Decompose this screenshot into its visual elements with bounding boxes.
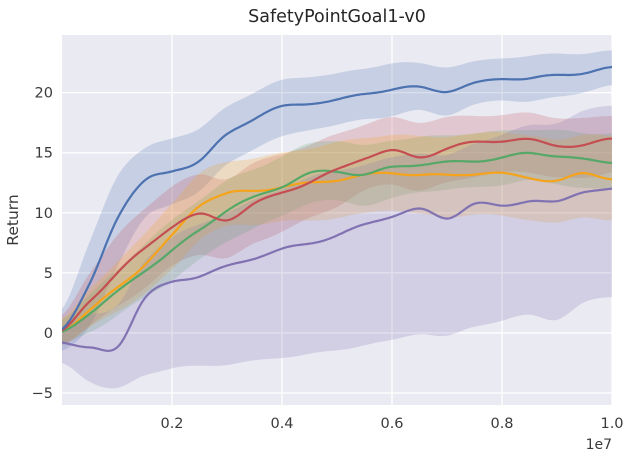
series-lines (62, 65, 612, 352)
series-line-blue (62, 65, 612, 331)
series-line-green (62, 151, 612, 333)
plot-background (62, 35, 612, 405)
y-axis-label: Return (4, 194, 22, 245)
series-band-orange (62, 132, 612, 345)
confidence-bands (62, 50, 612, 389)
series-band-blue (62, 50, 612, 351)
y-tick-label: 0 (44, 326, 53, 342)
x-axis-offset-label: 1e7 (586, 437, 612, 453)
chart-title: SafetyPointGoal1-v0 (248, 7, 426, 27)
series-band-green (62, 129, 612, 344)
x-tick-label: 0.4 (270, 416, 293, 432)
tick-labels: 0.2 0.4 0.6 0.8 1.0 −5 0 5 10 15 20 (32, 86, 624, 432)
x-tick-label: 0.2 (160, 416, 183, 432)
series-band-purple (62, 105, 612, 389)
y-tick-label: 5 (44, 266, 53, 282)
series-band-red (62, 112, 612, 345)
y-tick-label: −5 (32, 386, 53, 402)
x-tick-label: 0.8 (490, 416, 513, 432)
y-tick-label: 10 (35, 206, 53, 222)
y-tick-label: 20 (35, 86, 53, 102)
series-line-purple (62, 187, 612, 352)
y-tick-label: 15 (35, 146, 53, 162)
series-line-orange (62, 171, 612, 333)
x-tick-label: 0.6 (380, 416, 403, 432)
series-line-red (62, 137, 612, 332)
x-tick-label: 1.0 (600, 416, 623, 432)
